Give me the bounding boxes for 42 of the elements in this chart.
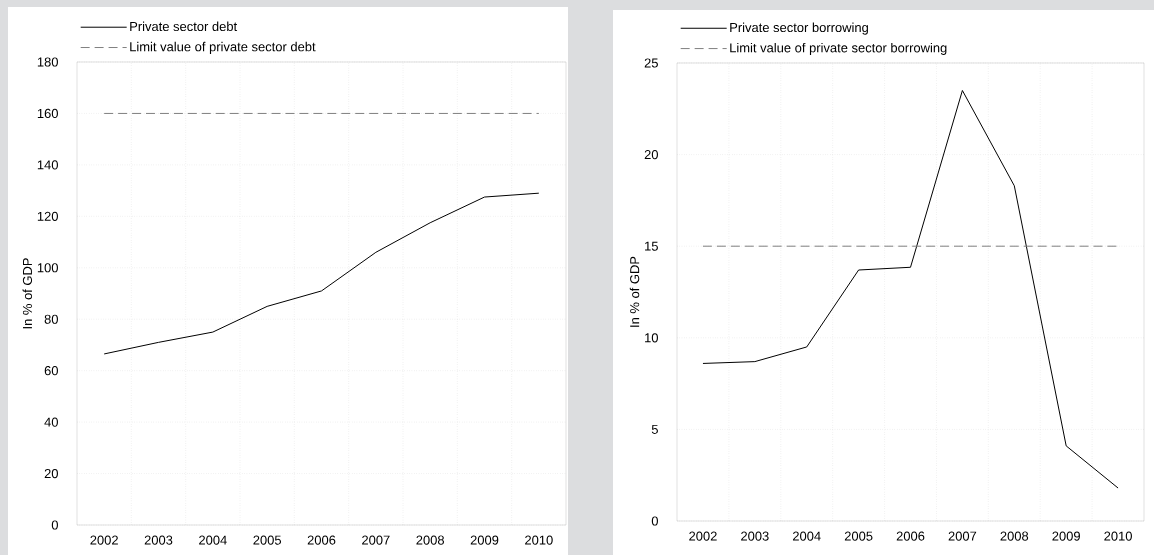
y-tick-label: 0: [651, 516, 658, 526]
x-tick-label: 2007: [362, 535, 390, 545]
y-tick-label: 0: [51, 520, 58, 530]
legend-label: Limit value of private sector borrowing: [730, 42, 947, 55]
y-tick-label: 15: [645, 241, 658, 251]
x-tick-label: 2009: [1052, 531, 1080, 541]
y-tick-label: 160: [37, 108, 58, 119]
y-tick-label: 20: [644, 150, 658, 160]
x-tick-label: 2008: [1000, 531, 1029, 541]
x-tick-label: 2008: [416, 535, 445, 545]
y-axis-title: In % of GDP: [22, 258, 33, 329]
x-tick-label: 2004: [199, 535, 227, 545]
y-tick-label: 180: [37, 57, 58, 67]
x-tick-label: 2005: [253, 535, 282, 545]
x-tick-label: 2002: [689, 531, 717, 541]
y-tick-label: 60: [44, 366, 58, 376]
legend-label: Limit value of private sector debt: [130, 41, 316, 54]
x-tick-label: 2004: [792, 531, 821, 541]
y-tick-label: 100: [37, 263, 58, 273]
x-tick-label: 2005: [844, 531, 873, 541]
y-tick-label: 40: [44, 417, 58, 427]
y-tick-label: 25: [644, 58, 658, 68]
x-tick-label: 2006: [896, 531, 925, 541]
y-tick-label: 10: [645, 333, 658, 343]
y-tick-label: 80: [44, 314, 58, 324]
x-tick-label: 2003: [144, 535, 173, 545]
line-series: [702, 89, 1119, 489]
y-tick-label: 140: [37, 160, 58, 170]
legend-label: Private sector debt: [130, 21, 238, 32]
legend-label: Private sector borrowing: [730, 22, 868, 35]
y-tick-label: 5: [651, 424, 658, 434]
y-tick-label: 20: [44, 468, 58, 479]
y-axis-title: In % of GDP: [629, 256, 640, 327]
x-tick-label: 2003: [741, 531, 769, 541]
x-tick-label: 2010: [1104, 531, 1132, 541]
y-tick-label: 120: [37, 211, 58, 221]
x-tick-label: 2002: [90, 535, 118, 545]
x-tick-label: 2009: [470, 535, 499, 545]
line-series: [103, 192, 540, 355]
x-tick-label: 2006: [307, 535, 336, 545]
x-tick-label: 2010: [525, 535, 553, 545]
x-tick-label: 2007: [948, 531, 977, 541]
